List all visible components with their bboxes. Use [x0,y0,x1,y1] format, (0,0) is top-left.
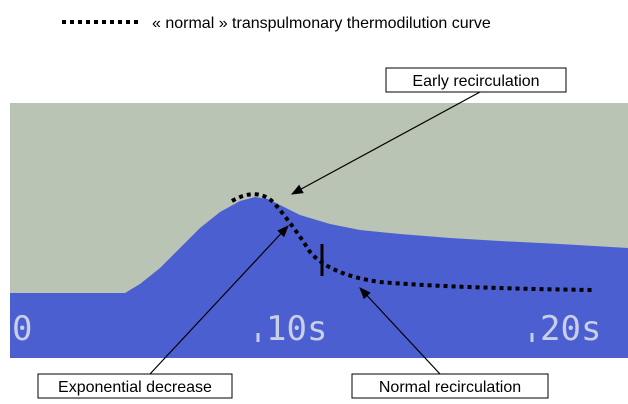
arrow [290,91,481,195]
annotation-box [37,373,233,399]
legend-label: « normal » transpulmonary thermodilution… [152,15,491,32]
annotation: Exponential decrease [58,379,212,396]
annotation: Early recirculation [412,73,539,90]
monitor-screen: 0 10s 20s [10,103,628,358]
time-label: 20s [540,309,601,349]
time-label: 10s [266,309,327,349]
annotation: Normal recirculation [379,379,521,396]
annotation-box [385,67,567,93]
blue-curve-area [10,197,628,358]
annotation-box [351,373,549,399]
normal-curve-dots [231,192,593,292]
time-label: 0 [12,309,32,349]
arrow [359,287,441,375]
arrow [149,225,289,375]
